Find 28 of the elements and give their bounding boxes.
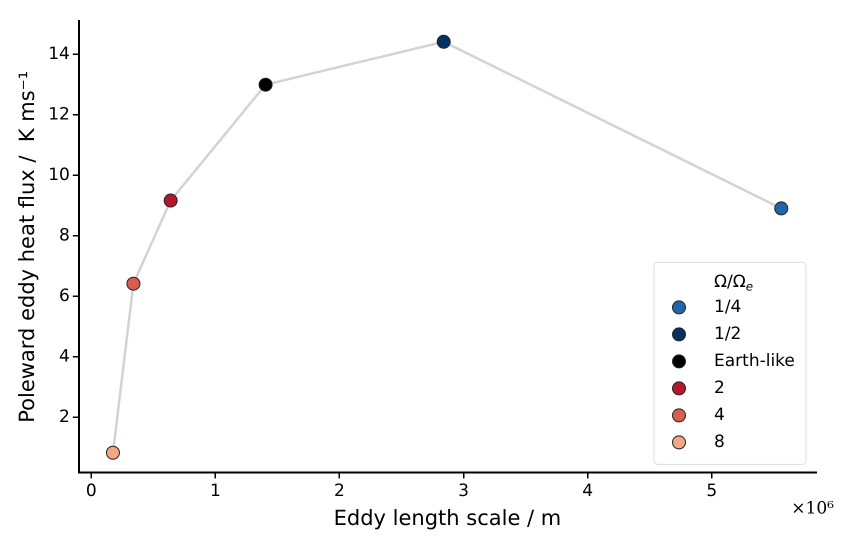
y-tick-label: 8 xyxy=(59,225,70,246)
text: ×10⁶ xyxy=(791,498,834,518)
x-tick-label: 3 xyxy=(458,481,469,502)
legend-label: Earth-like xyxy=(714,350,795,371)
x-axis-title: Eddy length scale / m xyxy=(334,506,562,530)
x-tick-label: 4 xyxy=(582,481,594,502)
x-tick-label: 1 xyxy=(210,481,221,502)
legend-label: 8 xyxy=(714,432,725,452)
y-tick-label: 6 xyxy=(59,286,70,306)
x-tick-label: 5 xyxy=(706,481,718,502)
x-tick-label: 2 xyxy=(334,481,345,502)
point xyxy=(436,34,451,49)
point xyxy=(258,78,273,92)
point xyxy=(126,276,140,291)
y-tick-label: 12 xyxy=(48,104,70,124)
legend-label: 2 xyxy=(714,378,725,398)
y-axis-title: Poleward eddy heat flux / K ms⁻¹ xyxy=(15,70,40,423)
point xyxy=(164,194,178,208)
y-tick-label: 14 xyxy=(48,44,70,64)
legend-label: 4 xyxy=(714,404,725,425)
x-tick-label: 0 xyxy=(86,481,97,502)
point xyxy=(774,201,788,216)
y-tick-label: 2 xyxy=(59,406,70,427)
y-tick-label: 4 xyxy=(59,346,70,366)
legend-label: 1/2 xyxy=(714,324,742,344)
y-tick-label: 10 xyxy=(48,164,70,185)
point xyxy=(106,446,120,460)
legend-label: 1/4 xyxy=(714,296,742,317)
